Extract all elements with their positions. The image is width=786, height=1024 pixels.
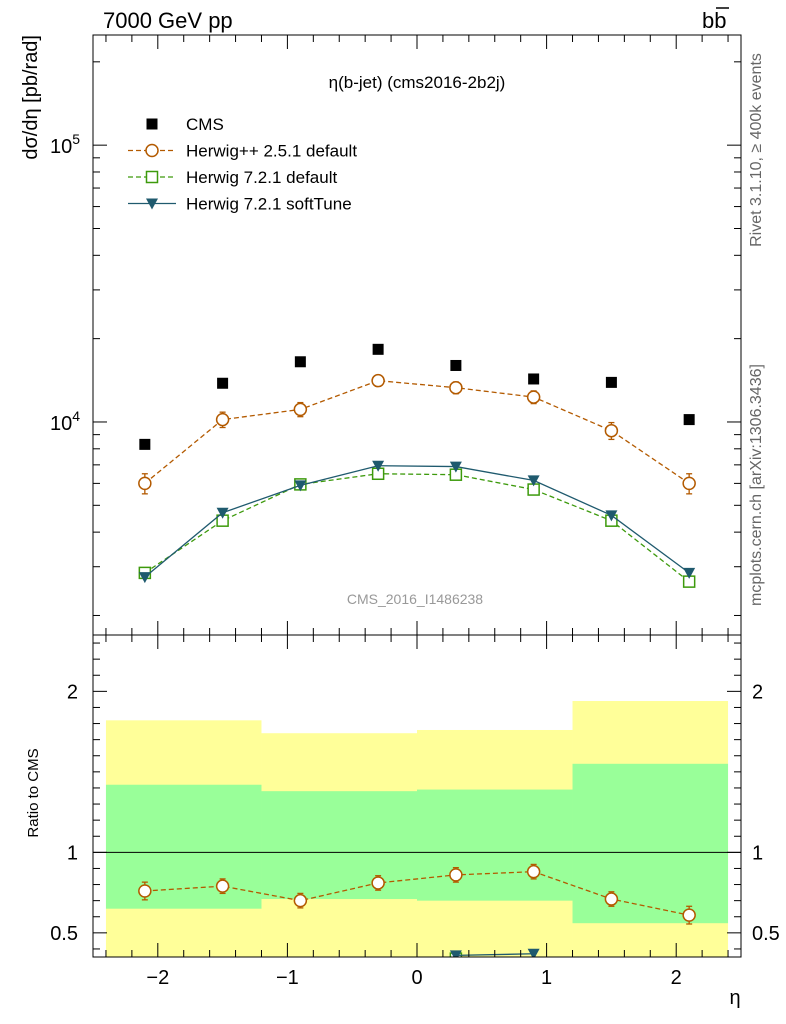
data-point-3 (294, 480, 307, 492)
data-point-0 (217, 377, 229, 389)
data-point-3 (449, 461, 462, 473)
legend-entry: Herwig++ 2.5.1 default (128, 142, 357, 161)
legend-marker (146, 118, 158, 130)
y-tick-label: 105 (50, 131, 80, 158)
legend-label: Herwig 7.2.1 default (186, 168, 337, 187)
data-point-3 (605, 510, 618, 522)
y-tick-label-right: 1 (752, 842, 763, 864)
legend-label: Herwig++ 2.5.1 default (186, 142, 357, 161)
data-point-0 (683, 414, 695, 426)
main-panel: 104 105 η(b-jet) (cms2016-2b2j) dσ/dη [pb… (20, 34, 742, 636)
legend-label: CMS (186, 115, 224, 134)
x-tick-label: −1 (276, 967, 299, 989)
svg-text:bb: bb (702, 8, 727, 33)
x-tick-label: 0 (411, 967, 422, 989)
uncertainty-band-inner (261, 791, 417, 900)
y-tick-label: 0.5 (50, 923, 78, 945)
ratio-y-axis-label: Ratio to CMS (25, 748, 42, 837)
data-point-3 (449, 950, 462, 957)
y-tick-label: 2 (67, 681, 78, 703)
main-title: η(b-jet) (cms2016-2b2j) (329, 73, 506, 92)
process-label: bb (702, 7, 729, 33)
data-point-1 (215, 879, 230, 893)
y-tick-label: 104 (50, 408, 80, 435)
legend-marker (146, 198, 158, 210)
watermark: CMS_2016_I1486238 (347, 591, 483, 607)
rivet-version-label: Rivet 3.1.10, ≥ 400k events (748, 53, 765, 247)
ratio-panel: −2 −1 0 1 2 0.5 0.5 1 1 2 2 Ratio to CMS η (25, 634, 780, 1009)
data-point-1 (604, 423, 619, 438)
uncertainty-band-inner (417, 789, 573, 901)
data-point-0 (294, 356, 306, 368)
data-point-1 (138, 884, 152, 898)
data-point-0 (372, 343, 384, 355)
legend: CMS Herwig++ 2.5.1 default Herwig 7.2.1 de… (128, 115, 357, 214)
data-point-3 (527, 948, 540, 957)
process-label-bbar: b (714, 8, 726, 33)
data-point-0 (139, 438, 151, 450)
y-tick-label: 1 (67, 842, 78, 864)
data-point-3 (372, 460, 385, 472)
data-point-1 (682, 908, 696, 922)
data-point-1 (371, 373, 385, 388)
data-point-1 (215, 412, 230, 427)
series-line-3 (144, 465, 690, 578)
x-tick-label: 1 (541, 967, 552, 989)
data-point-0 (605, 376, 617, 388)
x-tick-label: 2 (671, 967, 682, 989)
data-point-3 (138, 572, 151, 584)
series-line-1 (144, 871, 690, 916)
uncertainty-band-inner (105, 784, 262, 909)
data-point-1 (293, 893, 308, 908)
series-line-2 (144, 473, 690, 583)
data-point-3 (683, 567, 696, 579)
data-point-1 (371, 876, 385, 890)
data-point-1 (449, 380, 463, 395)
data-point-0 (528, 373, 540, 385)
data-point-1 (293, 402, 308, 417)
x-tick-label: −2 (146, 967, 169, 989)
data-point-0 (450, 359, 462, 371)
x-axis-label: η (729, 987, 740, 1009)
data-point-1 (604, 892, 619, 906)
legend-entry: Herwig 7.2.1 default (128, 168, 337, 187)
legend-marker (145, 143, 159, 158)
legend-entry: CMS (146, 115, 224, 134)
main-y-axis-label: dσ/dη [pb/rad] (20, 35, 42, 160)
y-tick-label-right: 2 (752, 681, 763, 703)
legend-marker (145, 170, 159, 184)
legend-label: Herwig 7.2.1 softTune (186, 195, 352, 214)
uncertainty-band-inner (572, 763, 729, 924)
data-point-1 (138, 476, 152, 491)
legend-entry: Herwig 7.2.1 softTune (128, 195, 352, 214)
data-point-1 (682, 476, 696, 491)
data-point-1 (526, 864, 541, 879)
collision-label: 7000 GeV pp (103, 8, 233, 33)
y-tick-label-right: 0.5 (752, 923, 780, 945)
data-point-3 (216, 507, 229, 519)
mcplots-label: mcplots.cern.ch [arXiv:1306.3436] (748, 364, 765, 606)
data-point-1 (449, 868, 463, 882)
data-point-1 (526, 390, 541, 404)
data-point-3 (527, 475, 540, 487)
series-line-1 (144, 380, 690, 484)
